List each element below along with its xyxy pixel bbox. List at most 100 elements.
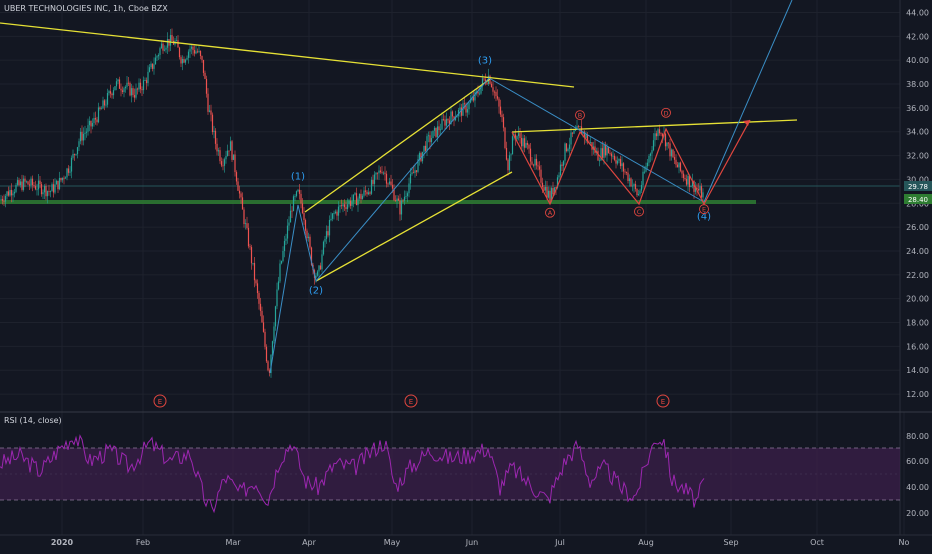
- y-tick-label: 20.00: [906, 295, 929, 304]
- candle-body: [659, 129, 660, 133]
- candle-body: [665, 134, 666, 147]
- candle-body: [165, 48, 166, 50]
- candle-body: [425, 146, 426, 151]
- candle-body: [687, 176, 688, 185]
- candle-body: [614, 156, 615, 160]
- candle-body: [597, 151, 598, 161]
- candle-body: [207, 94, 208, 112]
- candle-body: [254, 263, 255, 280]
- candle-body: [309, 237, 310, 248]
- candle-body: [638, 194, 639, 195]
- candle-body: [392, 185, 393, 189]
- candle-body: [446, 119, 447, 126]
- candle-body: [222, 165, 223, 166]
- candle-body: [39, 181, 40, 184]
- candle-body: [404, 197, 405, 201]
- candle-body: [473, 97, 474, 100]
- candle-body: [620, 159, 621, 166]
- chart-title[interactable]: UBER TECHNOLOGIES INC, 1h, Cboe BZX: [4, 4, 168, 13]
- candle-body: [447, 119, 448, 121]
- candle-body: [98, 107, 99, 122]
- candle-body: [101, 109, 102, 110]
- candle-body: [197, 51, 198, 52]
- rsi-tick-label: 20.00: [906, 509, 929, 518]
- candle-body: [300, 194, 301, 204]
- candle-body: [54, 184, 55, 192]
- pattern-point-label: A: [548, 209, 553, 217]
- candle-body: [416, 170, 417, 172]
- candle-body: [131, 88, 132, 95]
- candle-body: [549, 191, 550, 201]
- y-tick-label: 14.00: [906, 366, 929, 375]
- y-tick-label: 22.00: [906, 271, 929, 280]
- candle-body: [428, 135, 429, 136]
- candle-body: [360, 194, 361, 199]
- candle-body: [363, 190, 364, 195]
- rsi-tick-label: 40.00: [906, 483, 929, 492]
- candle-body: [635, 184, 636, 189]
- candle-body: [395, 200, 396, 201]
- candle-body: [327, 231, 328, 235]
- candle-body: [624, 172, 625, 173]
- candle-body: [444, 120, 445, 126]
- wave-label[interactable]: (3): [478, 55, 492, 66]
- candle-body: [353, 195, 354, 202]
- candle-body: [12, 193, 13, 195]
- candle-body: [362, 196, 363, 200]
- candle-body: [264, 332, 265, 347]
- candle-body: [399, 200, 400, 214]
- candle-body: [432, 131, 433, 138]
- candle-body: [212, 115, 213, 132]
- candle-body: [204, 73, 205, 79]
- y-tick-label: 16.00: [906, 342, 929, 351]
- candle-body: [357, 198, 358, 205]
- rsi-label[interactable]: RSI (14, close): [4, 416, 62, 425]
- candle-body: [497, 96, 498, 98]
- candle-body: [677, 165, 678, 168]
- candle-body: [32, 179, 33, 185]
- candle-body: [65, 177, 66, 178]
- candle-body: [297, 190, 298, 191]
- candle-body: [224, 159, 225, 166]
- candle-body: [629, 178, 630, 181]
- candle-body: [96, 120, 97, 123]
- candle-body: [141, 89, 142, 90]
- candle-body: [138, 83, 139, 90]
- candle-body: [569, 144, 570, 148]
- candle-body: [63, 178, 64, 179]
- support-band: [0, 200, 756, 204]
- wave-label[interactable]: (1): [291, 171, 305, 182]
- candle-body: [15, 185, 16, 192]
- candle-body: [201, 56, 202, 60]
- candle-body: [636, 189, 637, 195]
- candle-body: [321, 254, 322, 269]
- candle-body: [185, 60, 186, 63]
- support-badge-text: 28.40: [908, 196, 928, 204]
- candle-body: [566, 143, 567, 151]
- candle-body: [288, 223, 289, 226]
- candle-body: [164, 50, 165, 51]
- candle-body: [386, 174, 387, 184]
- candle-body: [246, 223, 247, 228]
- candle-body: [240, 193, 241, 197]
- candle-body: [198, 51, 199, 52]
- candle-body: [218, 150, 219, 151]
- candle-body: [18, 180, 19, 185]
- candle-body: [317, 271, 318, 275]
- candle-body: [545, 187, 546, 191]
- candle-body: [87, 125, 88, 132]
- rsi-tick-label: 60.00: [906, 457, 929, 466]
- candle-body: [644, 172, 645, 173]
- wave-label[interactable]: (2): [309, 286, 323, 297]
- candle-body: [560, 165, 561, 176]
- candle-body: [3, 201, 4, 202]
- candle-body: [413, 172, 414, 173]
- candle-body: [183, 59, 184, 63]
- candle-body: [590, 142, 591, 143]
- candle-body: [102, 100, 103, 108]
- candle-body: [188, 52, 189, 58]
- candle-body: [231, 141, 232, 160]
- candle-body: [681, 171, 682, 174]
- candle-body: [504, 128, 505, 148]
- candle-body: [279, 263, 280, 281]
